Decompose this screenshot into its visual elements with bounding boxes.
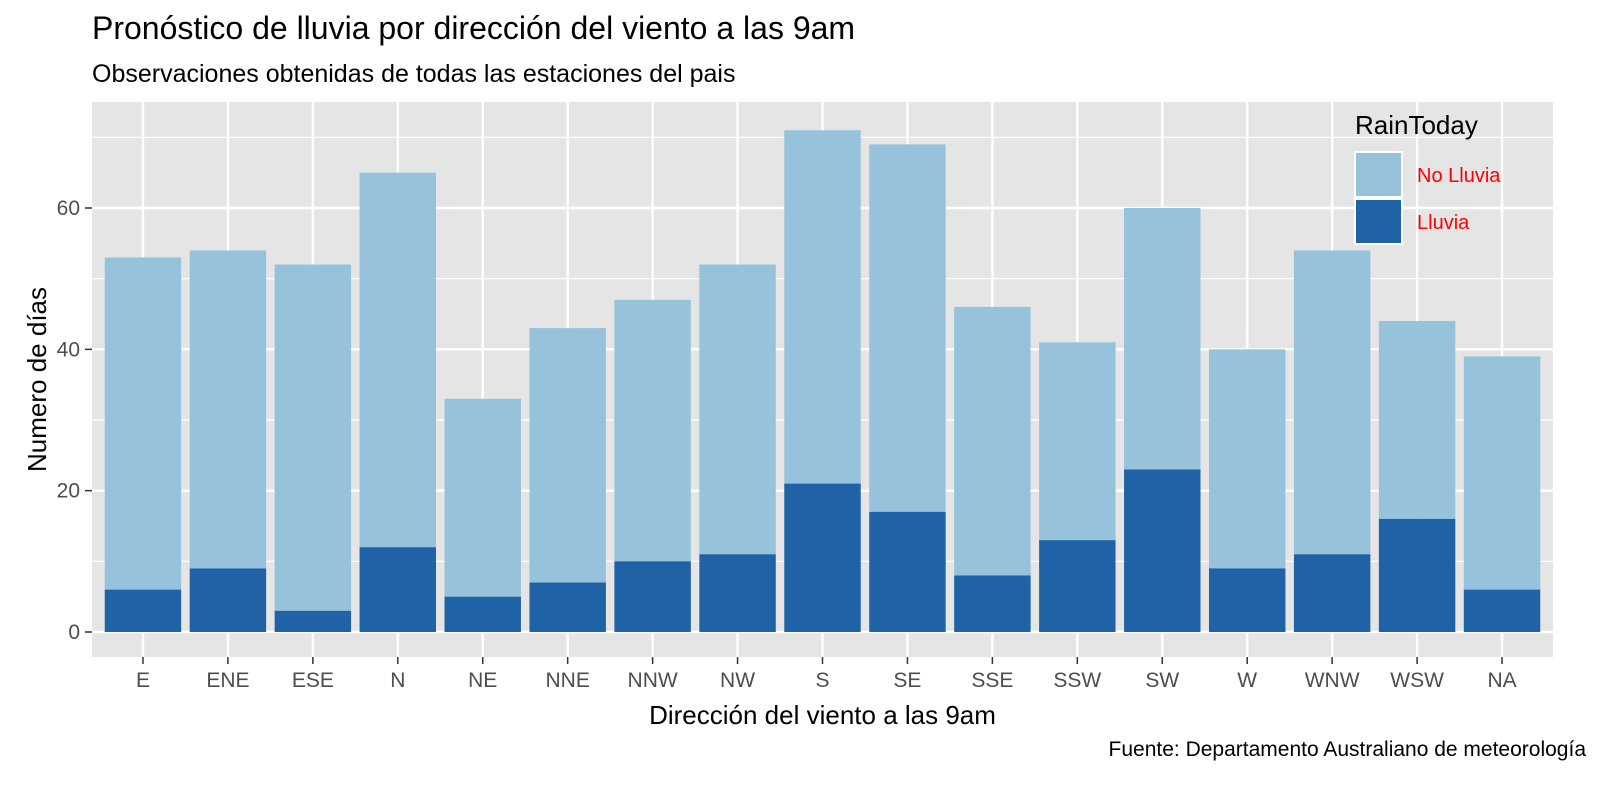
bar-lluvia-s <box>784 483 861 632</box>
x-tick-label: W <box>1237 669 1257 692</box>
x-tick-label: S <box>815 669 829 692</box>
x-tick-label: NE <box>468 669 497 692</box>
bar-lluvia-ssw <box>1039 540 1116 632</box>
bar-no-lluvia-sse <box>954 306 1031 576</box>
bar-lluvia-wnw <box>1293 554 1371 632</box>
bar-lluvia-w <box>1208 568 1286 632</box>
bar-lluvia-ese <box>274 610 352 632</box>
bar-lluvia-sw <box>1124 469 1201 632</box>
x-tick-label: ENE <box>206 669 249 692</box>
legend-label: No Lluvia <box>1417 165 1501 187</box>
bar-no-lluvia-nne <box>529 328 606 583</box>
bar-no-lluvia-w <box>1208 349 1286 569</box>
bar-lluvia-na <box>1463 589 1541 632</box>
bar-no-lluvia-nnw <box>614 299 691 562</box>
x-tick-label: NNE <box>546 669 590 692</box>
bar-no-lluvia-s <box>784 130 861 484</box>
y-tick-label: 40 <box>57 338 80 361</box>
bar-lluvia-ene <box>189 568 267 632</box>
bar-no-lluvia-nw <box>699 264 776 555</box>
bar-no-lluvia-ese <box>274 264 352 611</box>
x-tick-label: SSE <box>971 669 1013 692</box>
bar-no-lluvia-n <box>359 172 437 548</box>
legend-label: Lluvia <box>1417 212 1470 234</box>
bar-lluvia-nnw <box>614 561 691 632</box>
x-tick-label: E <box>136 669 150 692</box>
x-tick-label: SSW <box>1053 669 1101 692</box>
x-tick-label: SE <box>893 669 921 692</box>
bar-lluvia-ne <box>444 596 521 632</box>
chart-caption: Fuente: Departamento Australiano de mete… <box>1108 738 1586 761</box>
bar-lluvia-nw <box>699 554 776 632</box>
chart-title: Pronóstico de lluvia por dirección del v… <box>92 10 856 46</box>
bar-lluvia-n <box>359 547 437 632</box>
x-tick-label: SW <box>1145 669 1179 692</box>
legend-title: RainToday <box>1355 110 1478 140</box>
bar-lluvia-se <box>869 511 946 632</box>
x-tick-label: NW <box>720 669 755 692</box>
bar-no-lluvia-wsw <box>1378 321 1456 519</box>
y-tick-label: 0 <box>68 621 80 644</box>
x-tick-label: N <box>390 669 405 692</box>
bar-no-lluvia-sw <box>1124 208 1201 470</box>
x-axis-title: Dirección del viento a las 9am <box>649 700 996 730</box>
bar-lluvia-sse <box>954 575 1031 632</box>
y-axis-title: Numero de días <box>22 287 52 472</box>
x-tick-label: ESE <box>292 669 334 692</box>
bar-no-lluvia-ne <box>444 398 521 597</box>
bar-no-lluvia-se <box>869 144 946 512</box>
x-tick-label: NA <box>1487 669 1516 692</box>
legend-key-lluvia <box>1354 198 1403 245</box>
bar-lluvia-nne <box>529 582 606 632</box>
y-tick-label: 60 <box>57 197 80 220</box>
x-tick-label: WSW <box>1390 669 1444 692</box>
legend-key-no-lluvia <box>1354 151 1403 198</box>
x-tick-label: WNW <box>1305 669 1360 692</box>
bar-no-lluvia-e <box>104 257 182 590</box>
bar-no-lluvia-ene <box>189 250 267 569</box>
y-tick-label: 20 <box>57 480 80 503</box>
x-tick-label: NNW <box>628 669 678 692</box>
bar-no-lluvia-wnw <box>1293 250 1371 555</box>
chart-subtitle: Observaciones obtenidas de todas las est… <box>92 60 736 88</box>
bar-lluvia-e <box>104 589 182 632</box>
bar-no-lluvia-na <box>1463 356 1541 590</box>
bar-lluvia-wsw <box>1378 518 1456 632</box>
bar-no-lluvia-ssw <box>1039 342 1116 541</box>
